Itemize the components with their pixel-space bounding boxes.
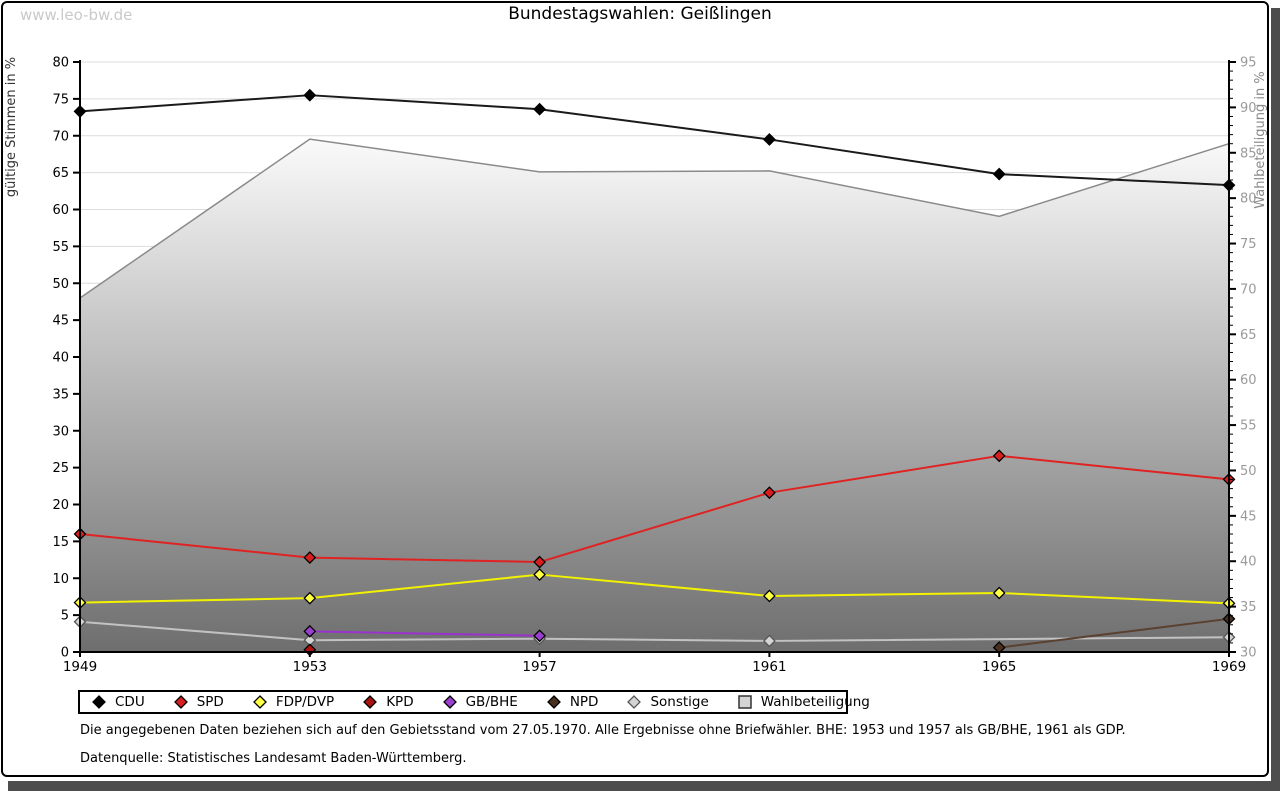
diamond-marker-icon [173, 695, 188, 709]
right-tick-label: 90 [1240, 101, 1257, 116]
marker-SPD-1965 [992, 449, 1006, 463]
legend: CDU SPD FDP/DVP KPD GB/BHE NPD Sonstige Wahlbet… [78, 690, 870, 714]
x-tick-label: 1949 [63, 659, 97, 675]
right-tick-label: 30 [1240, 646, 1257, 661]
marker-SPD-1953 [303, 551, 317, 565]
frame-shadow-bottom [8, 781, 1280, 791]
right-tick-label: 85 [1240, 146, 1257, 161]
left-tick-label: 80 [52, 56, 69, 71]
left-tick-label: 75 [52, 92, 69, 107]
marker-GB/BHE-1953 [303, 624, 317, 638]
marker-CDU-1965 [992, 167, 1006, 181]
watermark: www.leo-bw.de [20, 6, 133, 24]
marker-SPD-1961 [762, 486, 776, 500]
left-tick-label: 5 [61, 609, 69, 624]
footnote-datenquelle: Datenquelle: Statistisches Landesamt Bad… [80, 751, 467, 766]
area-Wahlbeteiligung [80, 139, 1229, 653]
right-tick-label: 40 [1240, 555, 1257, 570]
marker-SPD-1957 [533, 555, 547, 569]
diamond-marker-icon [252, 695, 267, 709]
marker-CDU-1953 [303, 88, 317, 102]
series-line-FDP/DVP [79, 573, 1230, 605]
x-tick-label: 1961 [752, 659, 786, 675]
legend-item-FDP/DVP: FDP/DVP [252, 694, 335, 710]
right-axis-label: Wahlbeteiligung in % [1253, 71, 1268, 208]
legend-item-GB/BHE: GB/BHE [442, 694, 518, 710]
left-tick-label: 20 [52, 498, 69, 513]
marker-CDU-1957 [533, 102, 547, 116]
marker-FDP/DVP-1953 [303, 591, 317, 605]
left-tick-label: 0 [61, 646, 69, 661]
x-tick-label: 1965 [982, 659, 1016, 675]
left-tick-label: 60 [52, 203, 69, 218]
marker-CDU-1961 [762, 133, 776, 146]
right-tick-label: 50 [1240, 464, 1257, 479]
x-tick-label: 1953 [293, 659, 327, 675]
x-tick-label: 1969 [1212, 659, 1246, 675]
legend-label: SPD [196, 694, 224, 710]
left-tick-label: 45 [52, 314, 69, 329]
left-tick-label: 30 [52, 424, 69, 439]
right-tick-label: 45 [1240, 509, 1257, 524]
legend-label: CDU [115, 694, 145, 710]
left-tick-label: 50 [52, 277, 69, 292]
left-tick-label: 10 [52, 572, 69, 587]
marker-GB/BHE-1957 [533, 629, 547, 643]
marker-FDP/DVP-1957 [533, 568, 547, 581]
left-tick-label: 25 [52, 461, 69, 476]
right-tick-label: 80 [1240, 192, 1257, 207]
series-line-SPD [79, 454, 1230, 564]
left-tick-label: 65 [52, 166, 69, 181]
diamond-marker-icon [363, 695, 378, 709]
legend-label: Wahlbeteiligung [760, 694, 870, 710]
frame-shadow-right [1271, 8, 1280, 791]
right-tick-label: 35 [1240, 600, 1257, 615]
left-tick-label: 70 [52, 129, 69, 144]
legend-label: KPD [386, 694, 414, 710]
legend-item-KPD: KPD [363, 694, 414, 710]
legend-label: NPD [569, 694, 599, 710]
right-tick-label: 70 [1240, 282, 1257, 297]
right-tick-label: 75 [1240, 237, 1257, 252]
marker-Sonstige-1961 [762, 634, 776, 648]
right-tick-label: 95 [1240, 56, 1257, 71]
area-swatch-icon [738, 695, 752, 709]
right-tick-label: 55 [1240, 419, 1257, 434]
marker-FDP/DVP-1961 [762, 589, 776, 603]
left-tick-label: 40 [52, 351, 69, 366]
legend-label: Sonstige [650, 694, 709, 710]
series-line-NPD [999, 617, 1230, 649]
diamond-marker-icon [627, 695, 642, 709]
legend-label: GB/BHE [465, 694, 518, 710]
legend-item-Sonstige: Sonstige [627, 694, 709, 710]
legend-label: FDP/DVP [275, 694, 335, 710]
area-outline-Wahlbeteiligung [79, 138, 1230, 299]
left-tick-label: 15 [52, 535, 69, 550]
x-tick-label: 1957 [522, 659, 556, 675]
marker-FDP/DVP-1965 [992, 586, 1006, 600]
footnote-gebietsstand: Die angegebenen Daten beziehen sich auf … [80, 723, 1126, 738]
legend-item-SPD: SPD [173, 694, 224, 710]
left-tick-label: 55 [52, 240, 69, 255]
series-line-GB/BHE [309, 630, 540, 637]
series-line-CDU [79, 94, 1230, 187]
diamond-marker-icon [92, 695, 106, 709]
legend-item-NPD: NPD [546, 694, 599, 710]
diamond-marker-icon [546, 695, 561, 709]
diamond-marker-icon [442, 695, 457, 709]
page-title: Bundestagswahlen: Geißlingen [508, 4, 772, 24]
left-tick-label: 35 [52, 387, 69, 402]
right-tick-label: 65 [1240, 328, 1257, 343]
left-axis-label: gültige Stimmen in % [4, 57, 19, 197]
right-tick-label: 60 [1240, 373, 1257, 388]
legend-item-CDU: CDU [92, 694, 145, 710]
legend-item-Wahlbeteiligung: Wahlbeteiligung [738, 694, 870, 710]
